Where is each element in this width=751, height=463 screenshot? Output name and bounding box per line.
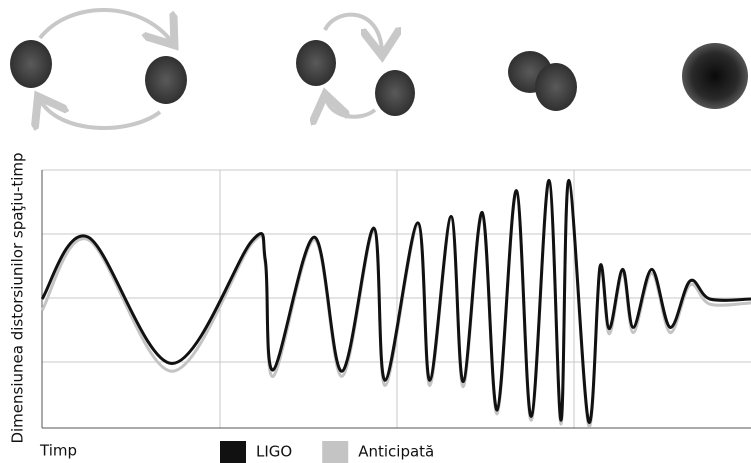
chart: Dimensiunea distorsiunilor spaţiu-timp T… — [0, 0, 751, 463]
legend-label: LIGO — [256, 443, 292, 461]
legend-label: Anticipată — [358, 443, 434, 461]
legend-swatch — [322, 441, 348, 463]
illustration — [10, 10, 748, 128]
y-axis-label: Dimensiunea distorsiunilor spaţiu-timp — [9, 152, 27, 443]
legend-swatch — [220, 441, 246, 463]
grid — [42, 170, 751, 428]
x-axis-label: Timp — [39, 442, 77, 460]
